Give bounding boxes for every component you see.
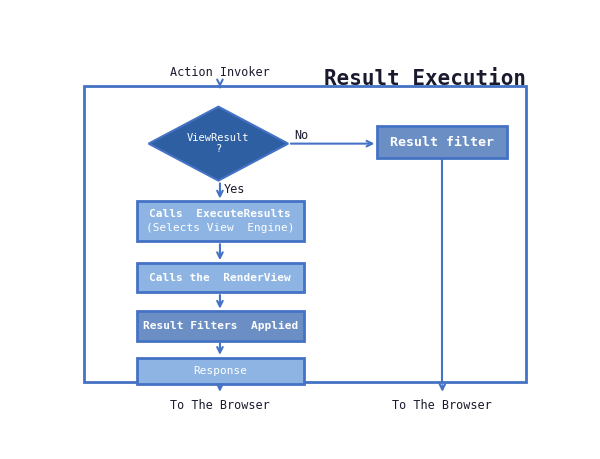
Bar bbox=[137, 202, 304, 241]
Text: ?: ? bbox=[215, 144, 221, 154]
Bar bbox=[377, 126, 508, 158]
Text: Result Execution: Result Execution bbox=[324, 69, 526, 89]
Text: Response: Response bbox=[193, 366, 247, 376]
Bar bbox=[137, 312, 304, 341]
Bar bbox=[137, 263, 304, 292]
Text: ViewResult: ViewResult bbox=[187, 133, 250, 143]
Text: Yes: Yes bbox=[224, 183, 245, 196]
Text: Calls the  RenderView: Calls the RenderView bbox=[149, 273, 291, 283]
Text: Result Filters  Applied: Result Filters Applied bbox=[143, 321, 298, 331]
Text: (Selects View  Engine): (Selects View Engine) bbox=[146, 224, 295, 233]
Text: No: No bbox=[295, 129, 308, 142]
Text: Calls  ExecuteResults: Calls ExecuteResults bbox=[149, 209, 291, 219]
Text: Result filter: Result filter bbox=[391, 135, 494, 149]
Text: To The Browser: To The Browser bbox=[392, 399, 492, 412]
Bar bbox=[137, 358, 304, 384]
Text: To The Browser: To The Browser bbox=[170, 399, 270, 412]
Polygon shape bbox=[149, 106, 288, 180]
Bar bbox=[84, 86, 526, 382]
Text: Action Invoker: Action Invoker bbox=[170, 66, 270, 79]
